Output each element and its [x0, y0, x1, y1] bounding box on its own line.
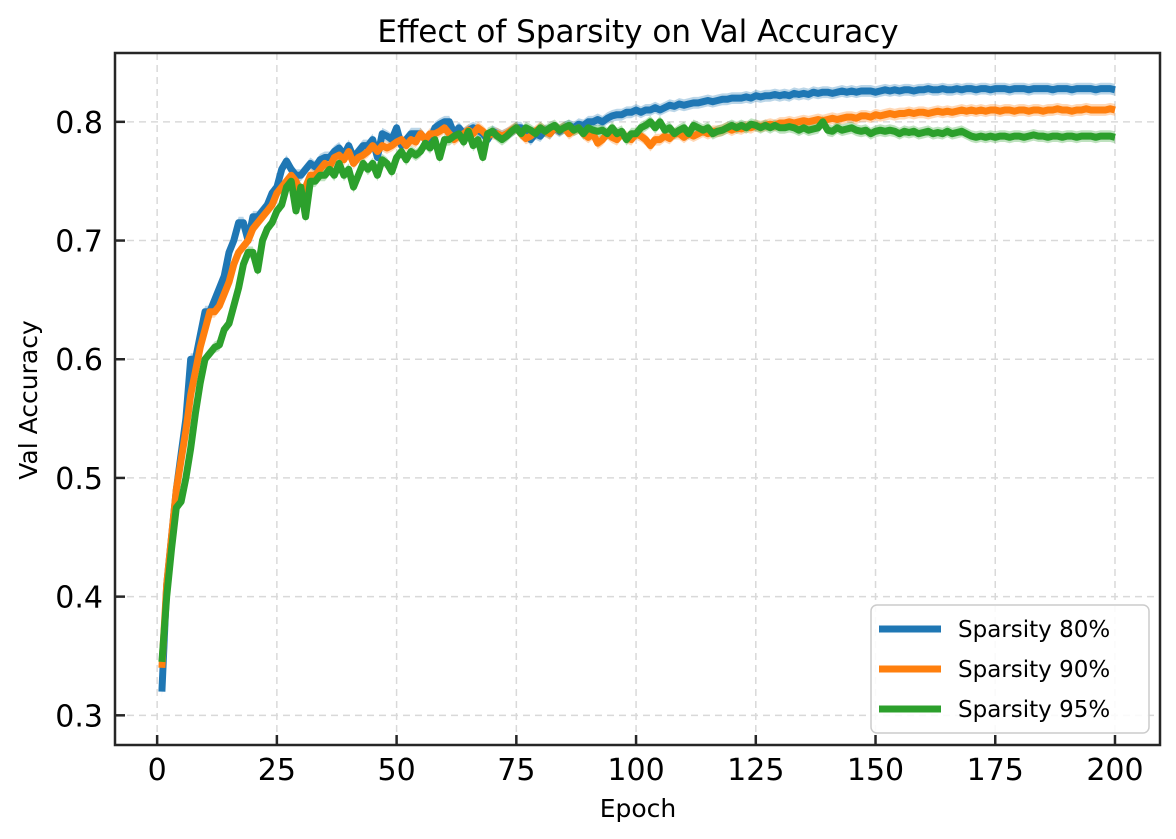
x-tick-label: 125: [727, 753, 784, 788]
x-tick-label: 100: [607, 753, 664, 788]
y-axis: 0.3 0.4 0.5 0.6 0.7 0.8: [55, 106, 125, 734]
legend-box: [870, 604, 1150, 734]
y-tick-label: 0.5: [55, 462, 103, 497]
y-tick-label: 0.3: [55, 699, 103, 734]
line-sparsity-80-: [158, 85, 1116, 692]
line-sparsity-95-: [158, 118, 1116, 663]
y-axis-label: Val Accuracy: [14, 320, 43, 480]
plot-frame: [113, 51, 1162, 747]
x-tick-label: 175: [967, 753, 1024, 788]
x-tick-label: 50: [378, 753, 416, 788]
x-tick-label: 25: [258, 753, 296, 788]
x-tick-label: 0: [148, 753, 167, 788]
x-axis-label: Epoch: [600, 794, 677, 823]
series-lines: [158, 85, 1116, 692]
legend: Sparsity 80% Sparsity 90% Sparsity 95%: [870, 604, 1150, 734]
y-tick-label: 0.8: [55, 106, 103, 141]
chart-title: Effect of Sparsity on Val Accuracy: [377, 14, 898, 50]
y-tick-label: 0.6: [55, 343, 103, 378]
legend-label: Sparsity 95%: [958, 697, 1110, 723]
y-tick-label: 0.4: [55, 581, 103, 616]
legend-item: Sparsity 95%: [879, 697, 1110, 723]
y-tick-label: 0.7: [55, 225, 103, 260]
legend-item: Sparsity 90%: [879, 657, 1110, 683]
x-tick-label: 200: [1086, 753, 1143, 788]
legend-label: Sparsity 80%: [958, 617, 1110, 643]
legend-item: Sparsity 80%: [879, 617, 1110, 643]
x-tick-label: 150: [847, 753, 904, 788]
x-axis: 0 25 50 75 100 125 150 175 200: [148, 735, 1144, 788]
legend-label: Sparsity 90%: [958, 657, 1110, 683]
x-tick-label: 75: [497, 753, 535, 788]
